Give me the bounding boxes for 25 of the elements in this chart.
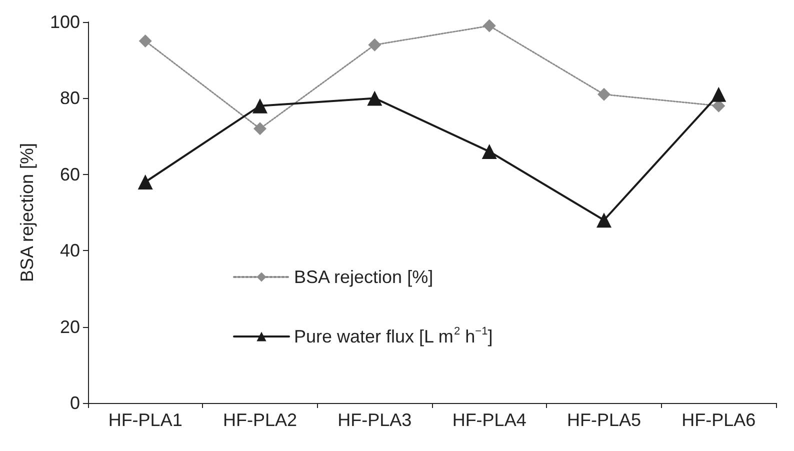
x-tick-label: HF-PLA5 [566, 410, 642, 430]
y-tick-label: 60 [60, 164, 80, 184]
point [482, 19, 496, 32]
x-tick-label: HF-PLA1 [108, 410, 182, 430]
point [598, 88, 610, 101]
x-tick-label: HF-PLA6 [682, 410, 756, 430]
point [138, 34, 152, 48]
y-tick-label: 20 [60, 316, 80, 337]
x-tick-label: HF-PLA3 [338, 410, 412, 430]
point [711, 86, 726, 102]
legend-label: BSA rejection [%] [294, 267, 434, 287]
y-axis-title: BSA rejection [%] [17, 142, 37, 282]
y-tick-label: 40 [60, 240, 80, 261]
point [596, 212, 612, 228]
point [367, 90, 382, 106]
y-tick-label: 80 [60, 88, 80, 108]
point [368, 38, 382, 52]
point [482, 144, 497, 160]
y-tick-label: 100 [50, 12, 80, 32]
point [254, 122, 266, 136]
point [252, 98, 268, 114]
x-tick-label: HF-PLA4 [452, 410, 526, 430]
point [138, 174, 153, 190]
x-tick-label: HF-PLA2 [222, 410, 298, 430]
y-tick-label: 0 [70, 393, 80, 413]
